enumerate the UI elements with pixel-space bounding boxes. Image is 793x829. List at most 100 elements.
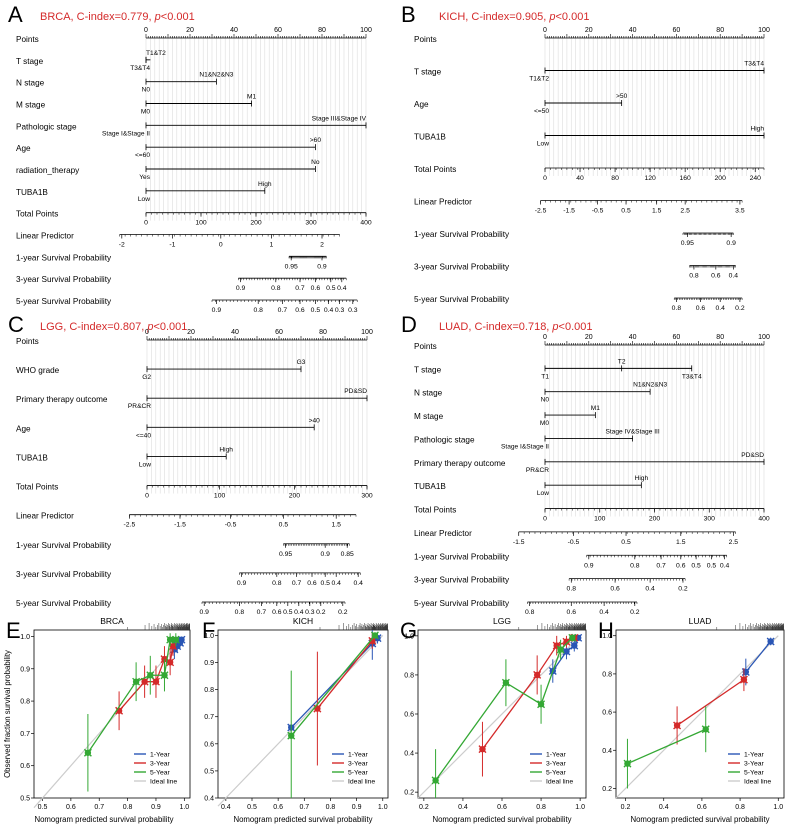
variable-lower-label: Low — [537, 490, 549, 497]
scale-tick-label: 0.6 — [311, 285, 321, 292]
row-label: 5-year Survival Probability — [414, 295, 510, 304]
panel-letter-d: D — [401, 312, 417, 337]
row-label: 1-year Survival Probability — [414, 230, 510, 239]
scale-tick-label: 0.7 — [292, 580, 302, 587]
points-tick-label: 100 — [758, 334, 770, 341]
scale-tick-label: 40 — [576, 175, 584, 182]
row-label: Linear Predictor — [414, 529, 472, 538]
panel-letter-e: E — [6, 618, 21, 643]
data-point-cross — [166, 635, 175, 644]
row-label: Linear Predictor — [16, 232, 74, 241]
panel-letter-a: A — [8, 2, 23, 27]
scale-tick-label: 0.8 — [235, 609, 245, 616]
legend-label: 1-Year — [546, 752, 567, 759]
scale-tick-label: 300 — [305, 220, 317, 227]
data-point-cross — [83, 748, 92, 757]
row-label: Age — [414, 100, 429, 109]
variable-upper-label: High — [219, 446, 233, 453]
scale-tick-label: 0.6 — [307, 580, 317, 587]
points-tick-label: 60 — [673, 27, 681, 34]
scale-tick-label: 0.4 — [294, 609, 304, 616]
variable-upper-label: >50 — [616, 93, 628, 100]
scale-tick-label: 0.9 — [237, 580, 247, 587]
row-label: M stage — [16, 101, 46, 110]
variable-upper-label: High — [258, 181, 272, 188]
data-point-cross — [478, 745, 487, 754]
row-label: T stage — [414, 365, 442, 374]
row-label: 3-year Survival Probability — [16, 275, 112, 284]
calibration-plot-h: LUAD 0.2 0.4 0.6 0.8 1.0 0.2 0.4 0.6 0.8 1.0 Nomogr… — [602, 616, 785, 824]
scale-tick-label: 0.2 — [338, 609, 348, 616]
y-tick-label: 0.6 — [404, 712, 414, 719]
row-label: Total Points — [414, 506, 456, 515]
scale-tick-label: 0.6 — [610, 586, 620, 593]
row-label: Linear Predictor — [16, 512, 74, 521]
row-label: 3-year Survival Probability — [414, 263, 510, 272]
series-line — [435, 637, 573, 781]
variable-lower-label: Stage I&Stage II — [501, 443, 549, 450]
scale-tick-label: 0.6 — [295, 307, 305, 314]
scale-tick-label: 0 — [144, 220, 148, 227]
x-tick-label: 0.4 — [659, 804, 669, 811]
y-axis-label: Observed fraction survival probability — [3, 650, 12, 778]
variable-upper-label: PD&SD — [741, 452, 764, 459]
calibration-panel-e: E BRCA 0.5 0.6 0.7 0.8 0.9 1.0 0.5 0.6 0.7 0.8 0.9 1… — [0, 616, 198, 829]
points-tick-label: 20 — [187, 329, 195, 336]
row-label: N stage — [414, 389, 443, 398]
scale-tick-label: 0.6 — [711, 273, 721, 280]
data-point-cross — [537, 700, 546, 709]
scale-tick-label: 0.7 — [278, 307, 288, 314]
panel-letter-g: G — [400, 618, 418, 643]
scale-tick-label: 0.5 — [311, 307, 321, 314]
x-axis-label: Nomogram predicted survival probability — [432, 815, 571, 824]
nomogram-title-a: BRCA, C-index=0.779, p<0.001 — [40, 11, 195, 23]
scale-tick-label: 0.2 — [630, 609, 640, 616]
scale-tick-label: 0.4 — [720, 562, 730, 569]
row-label: Primary therapy outcome — [414, 459, 506, 468]
nomogram-plot-d: Points 0 20 40 60 80 100 T stage T2 T1 T3&T4 N stag… — [414, 334, 770, 616]
panel-letter-c: C — [8, 312, 24, 337]
data-point-cross — [562, 647, 571, 656]
x-axis-label: Nomogram predicted survival probability — [233, 815, 372, 824]
variable-lower-label: <=40 — [136, 432, 151, 439]
scale-tick-label: 300 — [704, 516, 716, 523]
row-label: N stage — [16, 79, 45, 88]
y-tick-label: 0.6 — [602, 710, 612, 717]
row-label: 1-year Survival Probability — [16, 541, 112, 550]
scale-tick-label: 0.2 — [735, 305, 745, 312]
y-tick-label: 0.8 — [204, 687, 214, 694]
calibration-title: LGG — [493, 616, 511, 626]
scale-tick-label: 160 — [679, 175, 691, 182]
panel-letter-f: F — [202, 618, 216, 643]
plot-frame — [217, 629, 389, 799]
title-prefix: KICH, C-index=0.905, — [439, 11, 550, 23]
scale-tick-label: 0 — [219, 242, 223, 249]
data-point-cross — [562, 637, 571, 646]
x-tick-label: 0.6 — [66, 804, 76, 811]
x-tick-label: 0.2 — [621, 804, 631, 811]
data-point-cross — [177, 635, 186, 644]
title-prefix: BRCA, C-index=0.779, — [40, 11, 155, 23]
nomogram-plot-c: Points 0 20 40 60 80 100 WHO grade G3 G2 Primary t… — [16, 329, 373, 616]
data-point-cross — [115, 706, 124, 715]
scale-tick-label: -2.5 — [124, 522, 136, 529]
points-tick-label: 60 — [274, 27, 282, 34]
panel-letter-b: B — [401, 2, 416, 27]
points-tick-label: 0 — [543, 334, 547, 341]
row-label: 5-year Survival Probability — [414, 599, 510, 608]
variable-upper-label: G3 — [297, 359, 306, 366]
row-label: Total Points — [414, 165, 456, 174]
scale-tick-label: 2 — [320, 242, 324, 249]
row-label: M stage — [414, 412, 444, 421]
title-p: p — [147, 321, 154, 333]
variable-upper-label: High — [750, 126, 764, 133]
row-label: Age — [16, 424, 31, 433]
row-label: T stage — [16, 57, 44, 66]
scale-tick-label: 0.5 — [320, 580, 330, 587]
data-point-cross — [160, 671, 169, 680]
series-line — [290, 635, 376, 737]
x-tick-label: 1.0 — [378, 804, 388, 811]
scale-tick-label: -0.5 — [592, 208, 604, 215]
points-tick-label: 100 — [361, 329, 373, 336]
scale-tick-label: 0.7 — [295, 285, 305, 292]
